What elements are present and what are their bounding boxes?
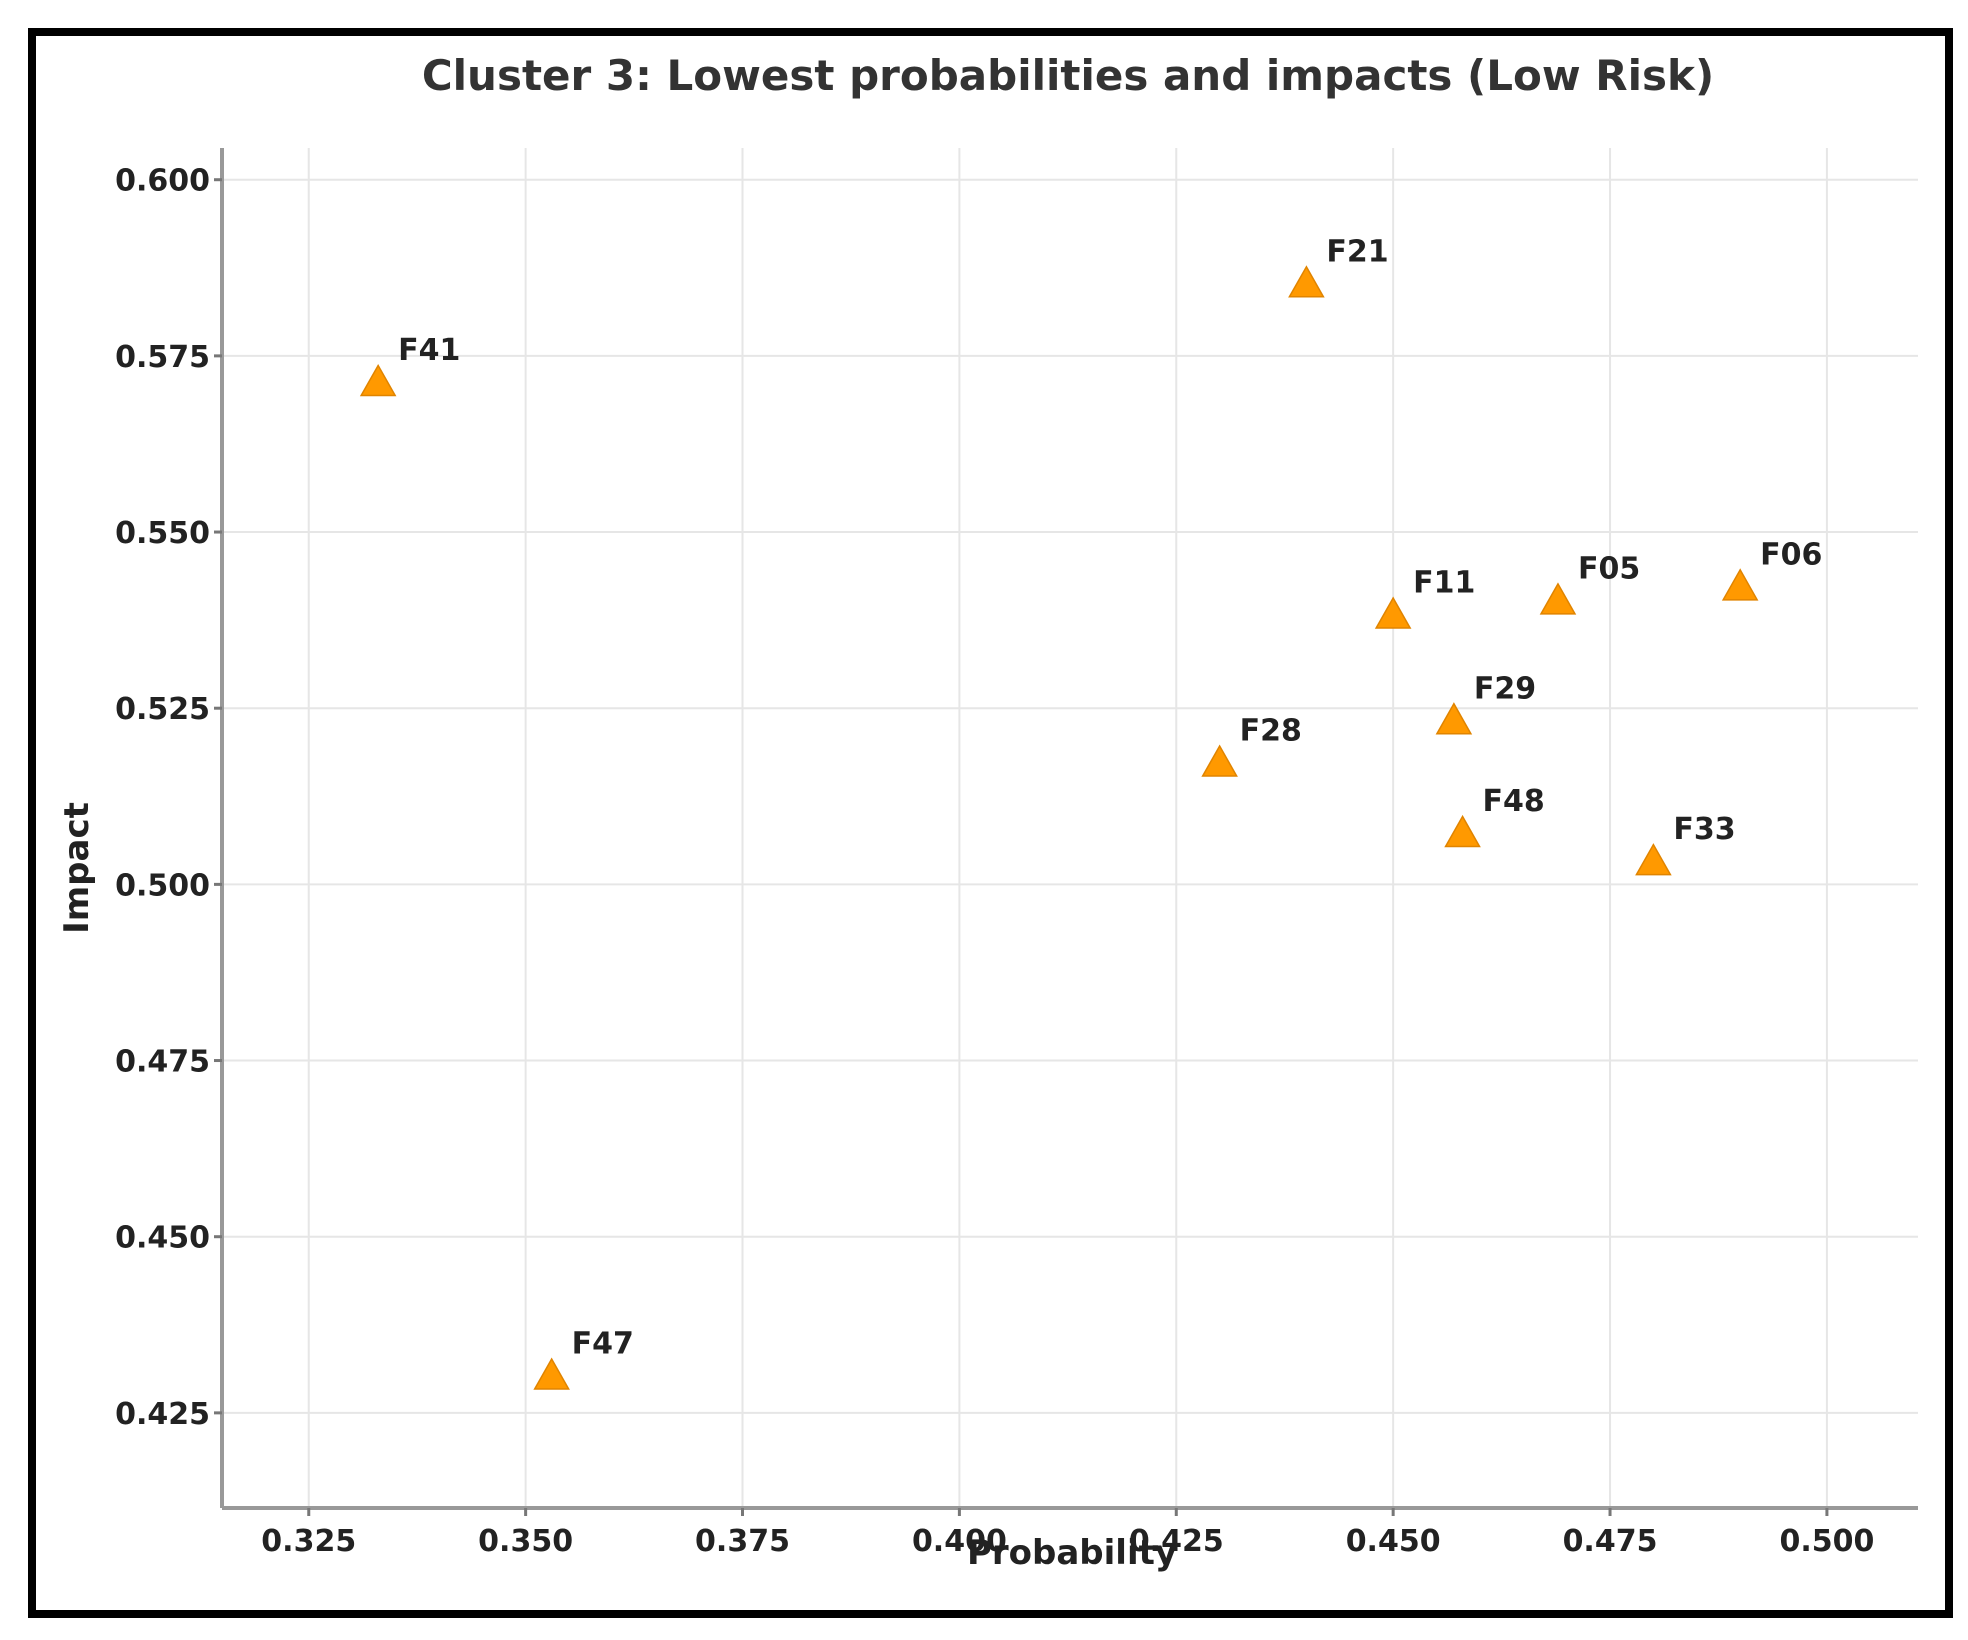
scatter-chart: Cluster 3: Lowest probabilities and impa… — [57, 51, 1918, 1573]
point-label-f41: F41 — [398, 333, 460, 368]
x-tick-label: 0.475 — [1563, 1524, 1658, 1559]
figure-frame: Cluster 3: Lowest probabilities and impa… — [28, 28, 1953, 1618]
point-label-f28: F28 — [1240, 714, 1302, 749]
data-point-f48 — [1444, 814, 1481, 848]
x-tick-label: 0.375 — [695, 1524, 790, 1559]
x-tick-label: 0.325 — [261, 1524, 356, 1559]
x-tick-label: 0.425 — [1129, 1524, 1224, 1559]
y-tick-label: 0.425 — [115, 1397, 210, 1432]
chart-title: Cluster 3: Lowest probabilities and impa… — [422, 51, 1714, 100]
data-point-f06 — [1721, 568, 1759, 601]
data-points: F41 F47 F21 F11 F05 F06 F29 F28 F48 F33 — [359, 234, 1822, 1390]
point-label-f29: F29 — [1474, 671, 1536, 706]
y-tick-label: 0.500 — [115, 868, 210, 903]
data-point-f47 — [533, 1357, 570, 1390]
y-tick-label: 0.475 — [115, 1045, 210, 1080]
point-label-f48: F48 — [1483, 784, 1545, 819]
data-point-f21 — [1288, 265, 1325, 298]
point-label-f21: F21 — [1326, 234, 1388, 269]
point-label-f05: F05 — [1578, 552, 1640, 587]
point-label-f06: F06 — [1760, 537, 1822, 572]
x-axis-label: Probability — [967, 1533, 1177, 1573]
y-tick-label: 0.600 — [115, 164, 210, 199]
point-label-f47: F47 — [572, 1327, 634, 1362]
data-point-f29 — [1435, 702, 1473, 735]
grid — [222, 148, 1918, 1508]
point-label-f33: F33 — [1673, 812, 1735, 847]
data-point-f05 — [1539, 582, 1577, 615]
y-tick-label: 0.550 — [115, 516, 210, 551]
y-tick-label: 0.450 — [115, 1221, 210, 1256]
x-tick-label: 0.400 — [912, 1524, 1007, 1559]
data-point-f11 — [1374, 596, 1412, 629]
data-point-f28 — [1201, 744, 1238, 777]
y-axis-label: Impact — [57, 802, 97, 934]
data-point-f33 — [1635, 843, 1672, 876]
y-tick-label: 0.575 — [115, 340, 210, 375]
data-point-f41 — [359, 363, 397, 397]
x-tick-label: 0.450 — [1346, 1524, 1441, 1559]
x-tick-label: 0.350 — [478, 1524, 573, 1559]
y-tick-label: 0.525 — [115, 692, 210, 727]
x-ticks: 0.325 0.350 0.375 0.400 0.425 0.450 0.475 0.500 — [261, 1508, 1874, 1559]
point-label-f11: F11 — [1413, 566, 1475, 601]
x-tick-label: 0.500 — [1779, 1524, 1874, 1559]
y-ticks: 0.425 0.450 0.475 0.500 0.525 0.550 0.575 0.600 — [115, 164, 222, 1432]
